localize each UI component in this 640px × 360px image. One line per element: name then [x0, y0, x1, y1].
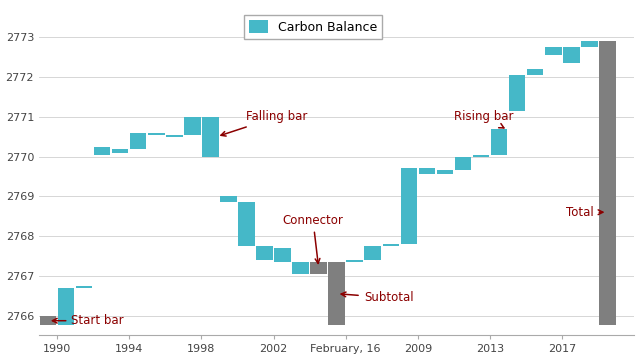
Bar [166, 135, 182, 137]
Bar [292, 262, 309, 274]
Bar [148, 133, 164, 135]
Bar [454, 157, 471, 171]
Text: Total: Total [566, 206, 603, 219]
Bar [40, 316, 56, 325]
Text: Falling bar: Falling bar [221, 110, 308, 136]
Bar [473, 154, 490, 157]
Bar [275, 248, 291, 262]
Bar [112, 149, 129, 153]
Bar [94, 147, 110, 154]
Bar [202, 117, 219, 157]
Bar [220, 196, 237, 202]
Text: Start bar: Start bar [52, 314, 124, 327]
Bar [256, 246, 273, 260]
Bar [184, 117, 200, 135]
Bar [527, 69, 543, 75]
Bar [419, 168, 435, 175]
Bar [599, 41, 616, 325]
Bar [436, 171, 453, 175]
Text: Connector: Connector [282, 214, 344, 264]
Bar [383, 244, 399, 246]
Bar [509, 75, 525, 111]
Bar [76, 286, 92, 288]
Bar [364, 246, 381, 260]
Bar [58, 288, 74, 325]
Bar [563, 47, 580, 63]
Bar [346, 260, 363, 262]
Text: Subtotal: Subtotal [341, 291, 413, 304]
Bar [328, 262, 345, 325]
Bar [401, 168, 417, 244]
Legend: Carbon Balance: Carbon Balance [244, 15, 382, 39]
Bar [545, 47, 561, 55]
Bar [238, 202, 255, 246]
Bar [581, 41, 598, 47]
Bar [310, 262, 327, 274]
Text: Rising bar: Rising bar [454, 110, 513, 128]
Bar [491, 129, 508, 154]
Bar [130, 133, 147, 149]
